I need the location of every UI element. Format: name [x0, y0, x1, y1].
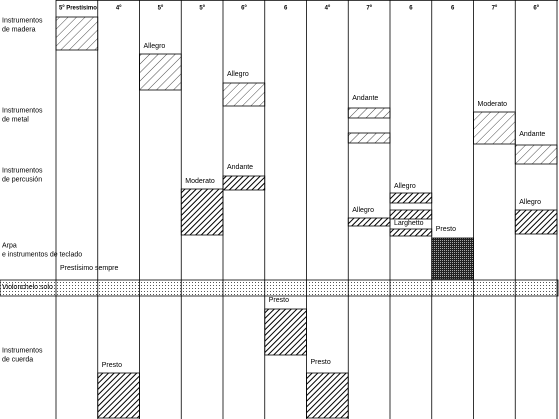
tempo-label: Andante — [227, 164, 253, 171]
tempo-block — [389, 192, 433, 204]
tempo-block — [55, 16, 99, 51]
column-header: 6 — [451, 6, 455, 12]
tempo-block — [180, 188, 224, 236]
tempo-block — [264, 308, 307, 356]
row-label: Violonchelo solo — [2, 284, 53, 291]
row-label: Instrumentos de percusión — [2, 167, 43, 183]
tempo-block — [514, 144, 558, 165]
tempo-block — [306, 372, 349, 419]
row-label: Instrumentos de madera — [2, 17, 43, 33]
tempo-label: Presto — [436, 226, 456, 233]
tempo-label: Moderato — [185, 178, 215, 185]
tempo-label: Larghetto — [394, 220, 424, 227]
column-header: 4º — [325, 6, 331, 12]
column-header: 5º Prestísimo — [59, 6, 97, 12]
tempo-block — [139, 53, 182, 91]
tempo-block — [222, 175, 266, 191]
column-header: 6º — [241, 6, 247, 12]
column-header: 4º — [116, 6, 122, 12]
tempo-label: Allegro — [519, 199, 541, 206]
tempo-label: Allegro — [394, 183, 416, 190]
tempo-block — [347, 132, 391, 144]
column-header: 6 — [409, 6, 413, 12]
tempo-label: Allegro — [352, 207, 374, 214]
row-label: Instrumentos de metal — [2, 107, 43, 123]
row-label: Instrumentos de cuerda — [2, 347, 43, 363]
cello-strip — [0, 279, 559, 297]
tempo-block — [347, 107, 391, 119]
tempo-block — [431, 237, 474, 280]
tempo-label: Prestísimo sempre — [60, 265, 118, 272]
column-header: 6º — [533, 6, 539, 12]
tempo-block — [347, 217, 391, 227]
column-header: 5º — [199, 6, 205, 12]
tempo-label: Presto — [311, 359, 331, 366]
tempo-label: Andante — [352, 95, 378, 102]
tempo-block — [514, 209, 558, 235]
tempo-label: Andante — [519, 131, 545, 138]
tempo-block — [473, 111, 516, 145]
tempo-label: Presto — [269, 297, 289, 304]
row-label: Arpa e instrumentos de teclado — [2, 242, 82, 258]
tempo-label: Allegro — [144, 43, 166, 50]
column-header: 7º — [366, 6, 372, 12]
tempo-block — [97, 372, 140, 419]
column-header: 6 — [284, 6, 288, 12]
tempo-block — [222, 82, 266, 107]
tempo-block — [389, 228, 433, 237]
tempo-block — [389, 209, 433, 220]
column-header: 5º — [158, 6, 164, 12]
tempo-label: Presto — [102, 362, 122, 369]
tempo-label: Allegro — [227, 71, 249, 78]
tempo-label: Moderato — [478, 101, 508, 108]
column-header: 7º — [492, 6, 498, 12]
